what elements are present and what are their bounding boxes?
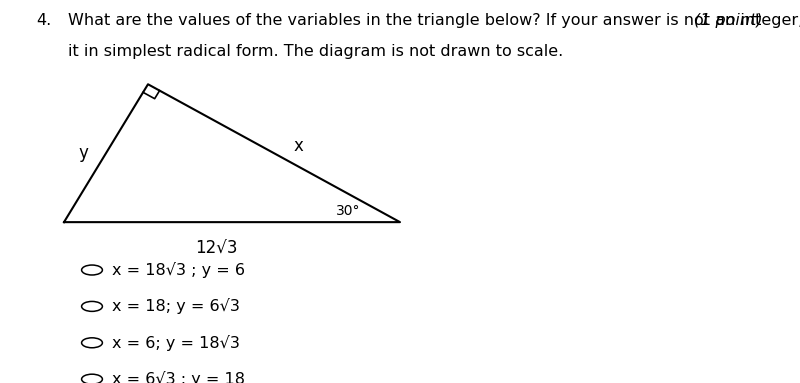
Text: x = 6; y = 18√3: x = 6; y = 18√3: [112, 335, 240, 351]
Text: it in simplest radical form. The diagram is not drawn to scale.: it in simplest radical form. The diagram…: [68, 44, 563, 59]
Text: x = 18; y = 6√3: x = 18; y = 6√3: [112, 298, 240, 314]
Text: 12√3: 12√3: [194, 240, 238, 258]
Text: x: x: [294, 137, 304, 154]
Text: What are the values of the variables in the triangle below? If your answer is no: What are the values of the variables in …: [68, 13, 800, 28]
Text: x = 18√3 ; y = 6: x = 18√3 ; y = 6: [112, 262, 245, 278]
Text: x = 6√3 ; y = 18: x = 6√3 ; y = 18: [112, 371, 245, 383]
Text: y: y: [78, 144, 89, 162]
Text: 4.: 4.: [36, 13, 51, 28]
Text: (1 point): (1 point): [694, 13, 763, 28]
Text: 30°: 30°: [336, 204, 360, 218]
